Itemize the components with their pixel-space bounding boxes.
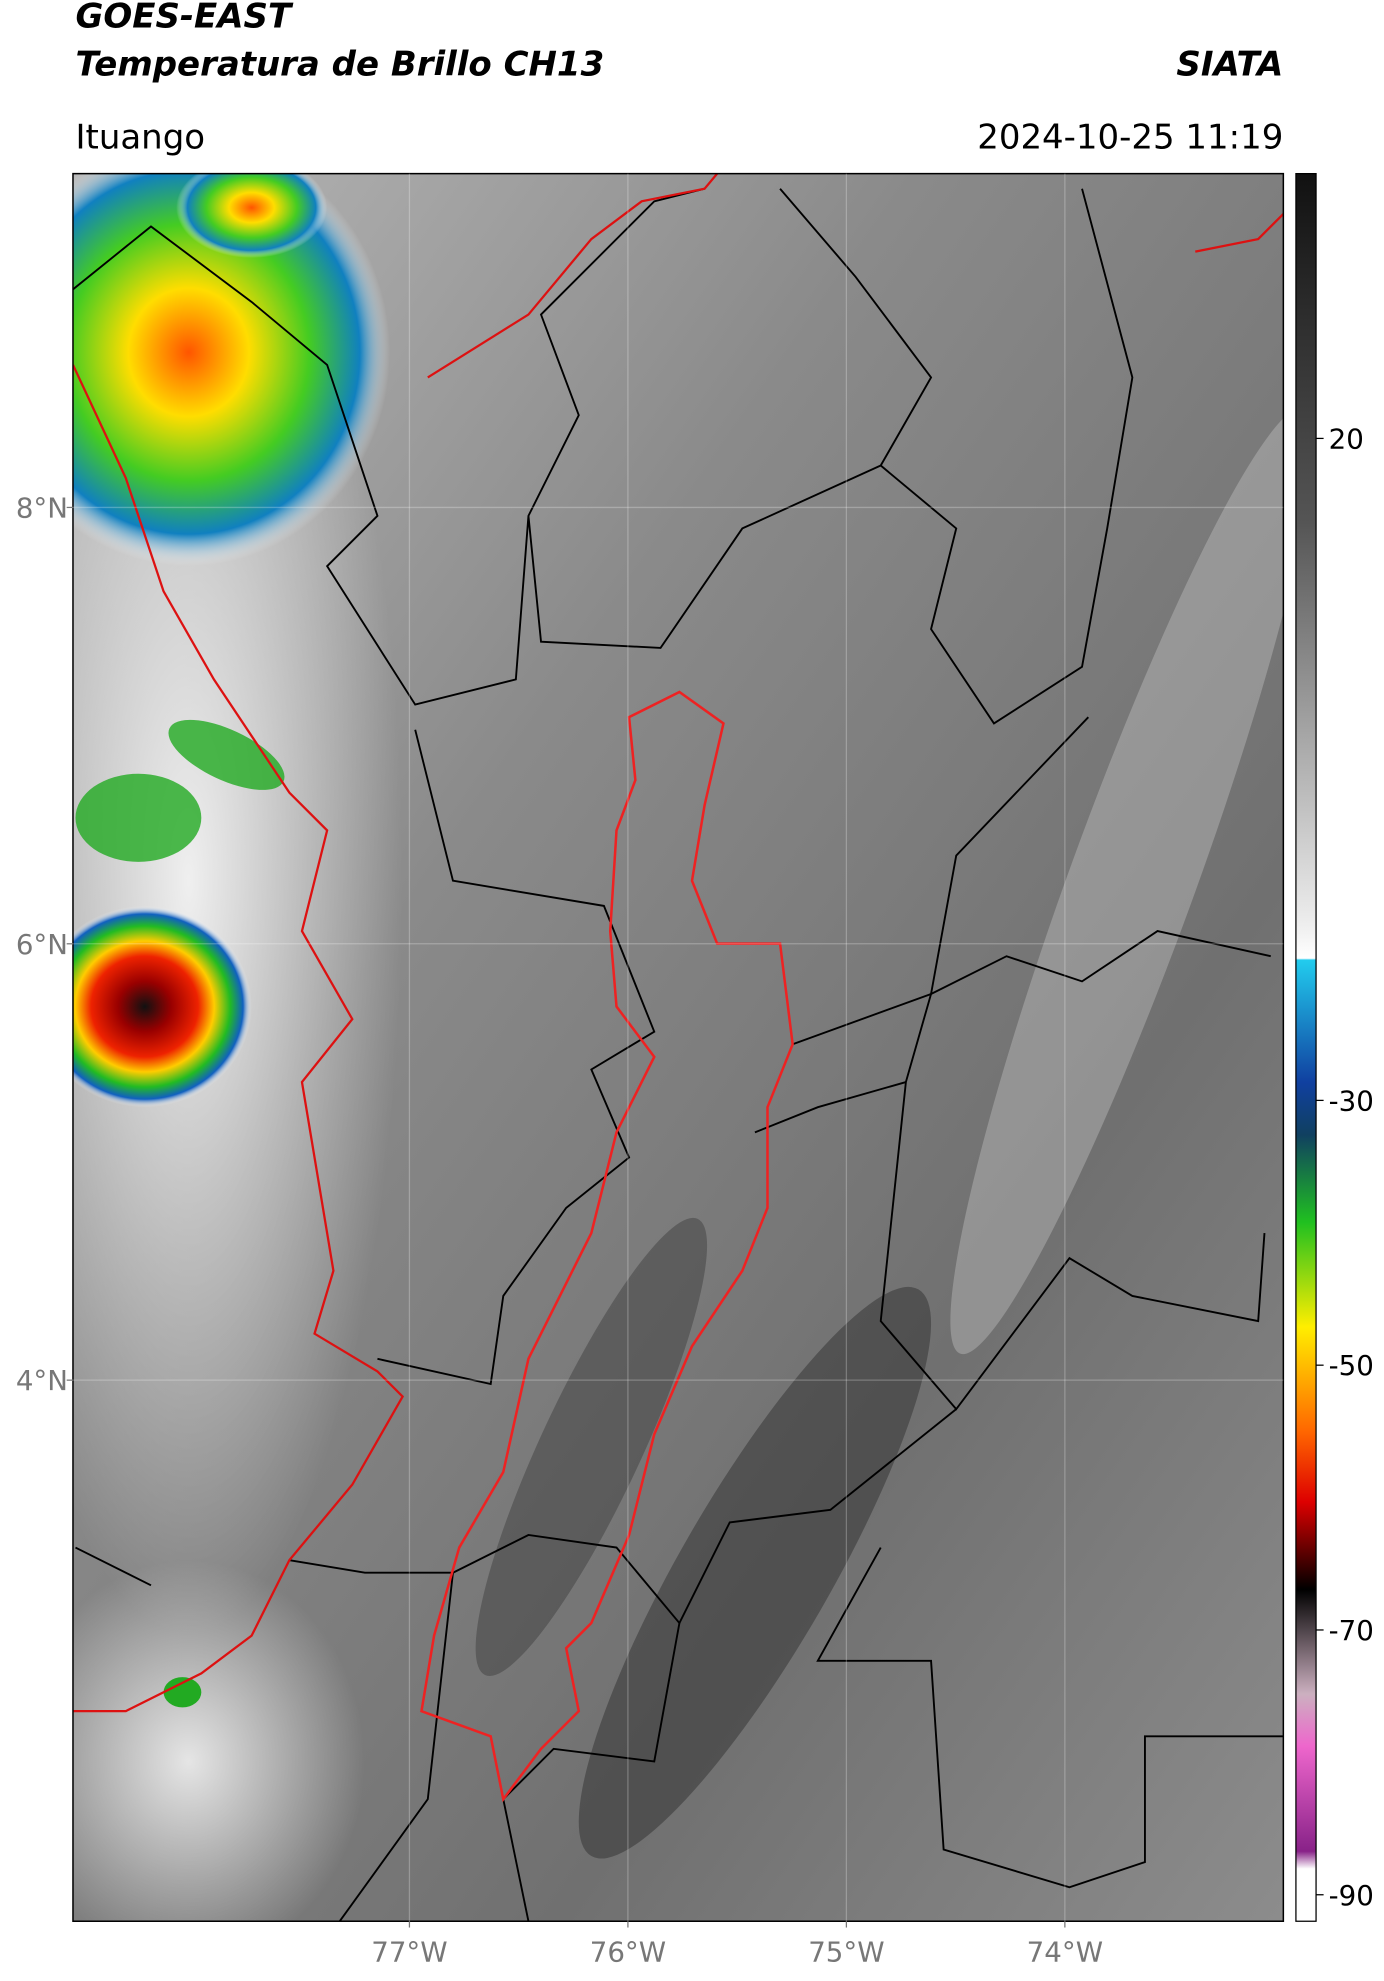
boundaries [72,173,1284,1922]
colorbar-tick-label: -90 [1329,1879,1374,1912]
timestamp: 2024-10-25 11:19 [977,117,1283,157]
colorbar-tick-label: -30 [1329,1084,1374,1117]
lat-tick-label: 8°N [16,492,68,525]
colorbar-tick-label: -50 [1329,1349,1374,1382]
subtitle: Temperatura de Brillo CH13 [75,44,604,84]
location: Ituango [75,117,205,157]
lon-tick-label: 75°W [808,1935,884,1968]
map-frame [72,172,1285,1922]
colorbar [1295,172,1317,1922]
lat-tick-label: 6°N [16,928,68,961]
colorbar-tick-label: 20 [1329,422,1364,455]
brand: SIATA [1176,44,1283,84]
axes: 8°N 6°N 4°N 77°W 76°W 75°W 74°W 20 -30 -50 -70 -90 [16,173,1374,1968]
lon-tick-label: 76°W [590,1935,666,1968]
satellite-image [72,173,1284,1922]
lon-tick-label: 77°W [371,1935,447,1968]
colorbar-tick-label: -70 [1329,1614,1374,1647]
title: GOES-EAST [75,0,293,37]
lat-tick-label: 4°N [16,1364,68,1397]
lon-tick-label: 74°W [1027,1935,1103,1968]
